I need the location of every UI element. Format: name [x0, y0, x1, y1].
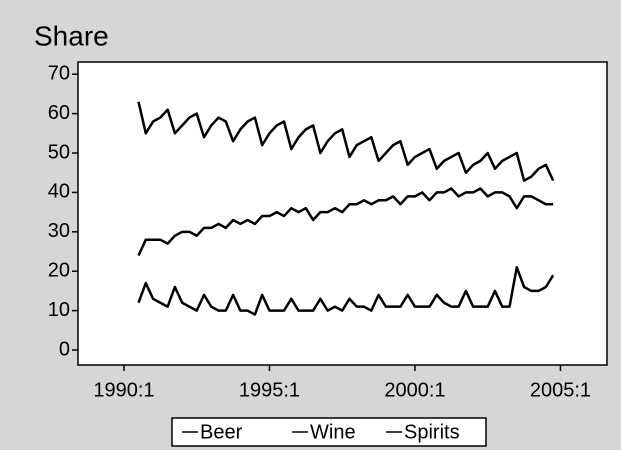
y-tick-label: 20	[48, 260, 70, 282]
legend	[171, 417, 487, 447]
series-line	[137, 101, 555, 182]
y-tick-label: 30	[48, 220, 70, 242]
series-line	[137, 187, 554, 256]
legend-label: Beer	[200, 421, 243, 443]
x-tick-label: 2000:1	[384, 379, 445, 401]
legend-label: Wine	[310, 421, 356, 443]
chart-title: Share	[34, 20, 109, 51]
x-tick-label: 1995:1	[239, 379, 300, 401]
y-tick-label: 50	[48, 141, 70, 163]
y-tick-label: 0	[59, 338, 70, 360]
series-line	[137, 266, 555, 316]
y-tick-label: 60	[48, 102, 70, 124]
x-tick-label: 2005:1	[530, 379, 591, 401]
x-tick-label: 1990:1	[93, 379, 154, 401]
legend-label: Spirits	[404, 421, 460, 443]
y-tick-label: 70	[48, 62, 70, 84]
plot-area	[77, 61, 608, 366]
y-tick-label: 10	[48, 299, 70, 321]
y-tick-label: 40	[48, 181, 70, 203]
